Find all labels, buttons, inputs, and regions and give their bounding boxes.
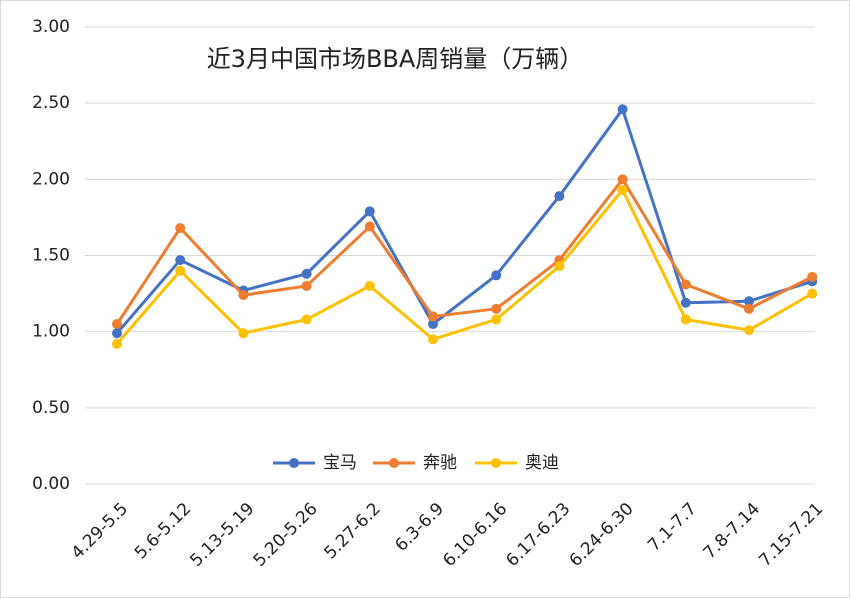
data-point — [301, 314, 312, 325]
legend-item: 宝马 — [273, 453, 357, 473]
y-tick-label: 2.50 — [32, 93, 70, 113]
data-point — [112, 319, 122, 330]
data-point — [554, 191, 565, 202]
data-point — [364, 280, 375, 291]
y-tick-label: 0.50 — [32, 398, 70, 418]
data-point — [428, 311, 438, 322]
data-point — [680, 297, 691, 308]
data-point — [744, 325, 754, 336]
data-point — [428, 319, 438, 330]
legend-item: 奔驰 — [373, 453, 457, 473]
data-point — [112, 328, 122, 339]
data-point — [491, 270, 502, 281]
data-point — [364, 221, 375, 232]
data-point — [112, 338, 122, 349]
data-point — [428, 334, 438, 345]
series-line — [115, 177, 813, 325]
data-point — [238, 328, 249, 339]
data-point — [744, 296, 754, 307]
chart-title: 近3月中国市场BBA周销量（万辆） — [207, 45, 584, 73]
legend-item: 奥迪 — [475, 453, 559, 473]
legend-label: 奥迪 — [525, 453, 559, 473]
y-tick-label: 0.00 — [32, 474, 70, 494]
data-point — [554, 261, 565, 272]
data-point — [175, 255, 186, 266]
data-point — [175, 265, 186, 276]
series-line — [115, 188, 813, 345]
data-point — [491, 314, 502, 325]
data-point — [175, 223, 186, 234]
legend-label: 奔驰 — [423, 453, 457, 473]
legend-marker — [491, 458, 501, 468]
data-point — [680, 314, 691, 325]
y-tick-label: 2.00 — [32, 169, 70, 189]
data-point — [617, 184, 628, 195]
legend-marker — [289, 458, 299, 468]
data-point — [301, 268, 312, 279]
data-point — [680, 279, 691, 290]
data-point — [364, 206, 375, 217]
legend-label: 宝马 — [323, 453, 357, 473]
data-point — [617, 104, 628, 115]
legend-marker — [389, 458, 399, 468]
data-point — [238, 290, 249, 301]
y-tick-label: 1.00 — [32, 322, 70, 342]
data-point — [491, 303, 502, 314]
y-tick-label: 1.50 — [32, 246, 70, 266]
data-point — [807, 271, 818, 282]
data-point — [617, 174, 628, 185]
data-point — [301, 280, 312, 291]
data-point — [744, 303, 754, 314]
y-tick-label: 3.00 — [32, 17, 70, 37]
data-point — [807, 288, 818, 299]
